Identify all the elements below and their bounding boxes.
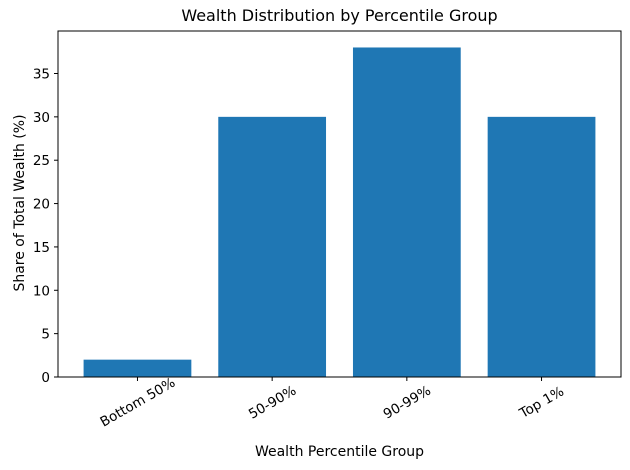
y-tick-label: 30 (33, 110, 50, 126)
y-tick-label: 25 (33, 153, 50, 169)
x-tick-label: 50-90% (246, 383, 299, 423)
x-tick-label: Top 1% (516, 383, 567, 422)
x-axis-label: Wealth Percentile Group (254, 444, 425, 460)
bar-50-90- (218, 116, 327, 377)
x-tick-label: Bottom 50% (98, 375, 179, 431)
y-tick-label: 10 (33, 283, 50, 299)
y-tick-label: 0 (41, 370, 50, 386)
y-tick-label: 5 (41, 327, 50, 343)
bar-bottom-50- (83, 359, 192, 377)
y-axis-label: Share of Total Wealth (%) (12, 114, 28, 292)
chart-title: Wealth Distribution by Percentile Group (181, 6, 498, 25)
x-tick-label: 90-99% (381, 383, 434, 423)
bar-top-1- (487, 116, 596, 377)
y-tick-label: 15 (33, 240, 50, 256)
y-tick-label: 20 (33, 197, 50, 213)
y-tick-label: 35 (33, 66, 50, 82)
bar-90-99- (352, 47, 461, 377)
